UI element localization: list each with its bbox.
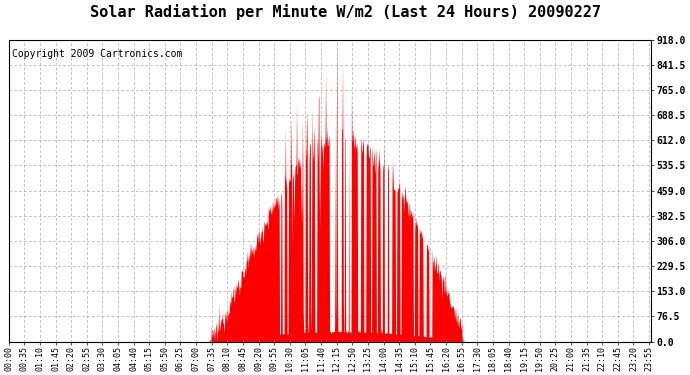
Text: Solar Radiation per Minute W/m2 (Last 24 Hours) 20090227: Solar Radiation per Minute W/m2 (Last 24… <box>90 4 600 20</box>
Text: Copyright 2009 Cartronics.com: Copyright 2009 Cartronics.com <box>12 49 182 58</box>
